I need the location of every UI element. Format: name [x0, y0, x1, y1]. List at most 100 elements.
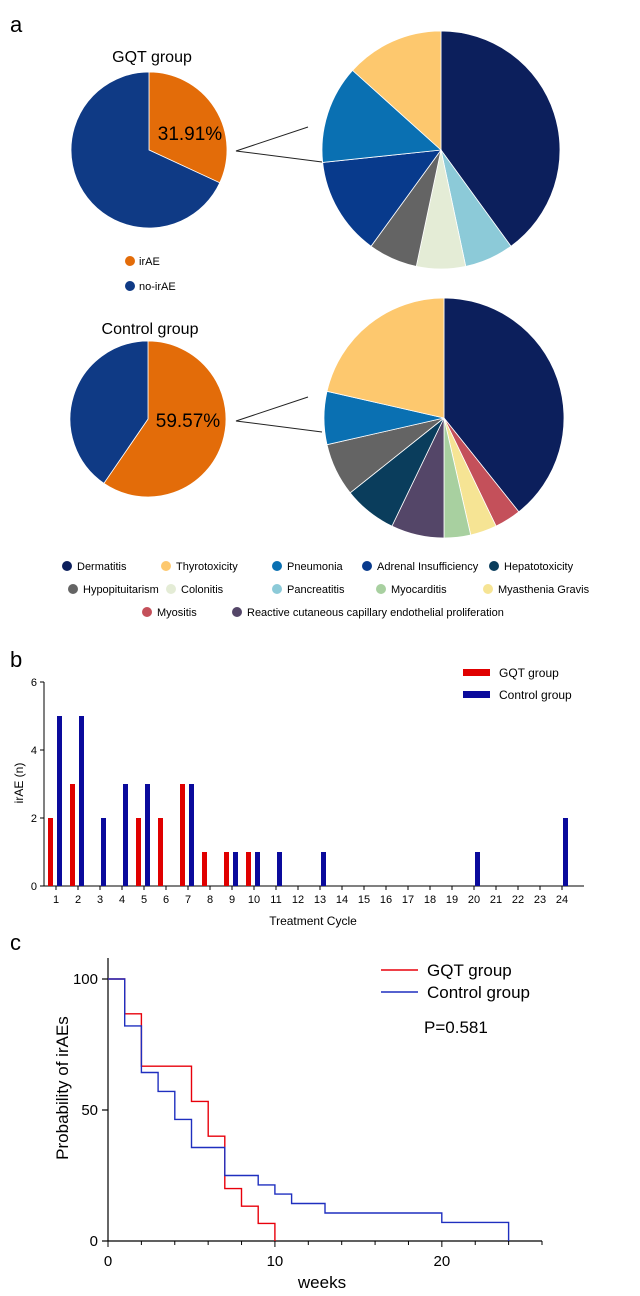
- gqt-breakdown-slice-thyrotoxicity: [352, 30, 442, 151]
- bar-x-tick-label: 12: [292, 894, 304, 906]
- bar-x-tick-label: 19: [446, 894, 458, 906]
- type-legend-label-colonitis: Colonitis: [181, 584, 224, 596]
- control-pie-title: Control group: [102, 321, 199, 338]
- bar-x-tick-label: 20: [468, 894, 480, 906]
- bar-gqt-group-cycle-8: [202, 852, 207, 886]
- bar-x-tick-label: 13: [314, 894, 326, 906]
- bar-control-group-cycle-1: [57, 716, 62, 886]
- bar-y-tick-label: 2: [31, 813, 37, 825]
- bar-marks: [48, 716, 568, 886]
- bar-x-tick-label: 18: [424, 894, 436, 906]
- type-legend-marker-adrenal-insufficiency: [362, 561, 372, 571]
- bar-x-tick-label: 21: [490, 894, 502, 906]
- type-legend-label-hypopituitarism: Hypopituitarism: [83, 584, 159, 596]
- bar-control-group-cycle-11: [277, 852, 282, 886]
- km-axes: 0 50 100 0 10 20: [73, 958, 543, 1270]
- km-y-tick-label: 100: [73, 971, 98, 988]
- gqt-slice-irae: [148, 71, 228, 184]
- bar-gqt-group-cycle-1: [48, 818, 53, 886]
- control-pie: [69, 340, 227, 498]
- bar-legend-swatch-gqt-group: [463, 669, 490, 676]
- bar-x-tick-label: 7: [185, 894, 191, 906]
- legend-marker-irae: [125, 256, 135, 266]
- type-legend-marker-dermatitis: [62, 561, 72, 571]
- control-breakdown-slice-dermatitis: [443, 297, 565, 513]
- bar-control-group-cycle-13: [321, 852, 326, 886]
- km-legend-label-control-group: Control group: [427, 983, 530, 1002]
- bar-control-group-cycle-2: [79, 716, 84, 886]
- bar-control-group-cycle-24: [563, 818, 568, 886]
- bar-legend: GQT group Control group: [463, 666, 572, 702]
- bar-control-group-cycle-7: [189, 784, 194, 886]
- control-breakdown-pie: [323, 297, 565, 539]
- control-slice-no-irae: [69, 340, 149, 484]
- km-curve-gqt-group: [108, 978, 276, 1241]
- bar-x-axis-title: Treatment Cycle: [269, 914, 357, 928]
- panel-label-c: c: [10, 930, 21, 955]
- bar-x-tick-label: 15: [358, 894, 370, 906]
- type-legend-marker-myasthenia-gravis: [483, 584, 493, 594]
- gqt-pie-percent-label: 31.91%: [158, 124, 223, 145]
- type-legend-label-thyrotoxicity: Thyrotoxicity: [176, 561, 238, 573]
- bar-x-tick-label: 4: [119, 894, 125, 906]
- km-curve-control-group: [108, 978, 510, 1241]
- bar-gqt-group-cycle-9: [224, 852, 229, 886]
- gqt-breakdown-pie: [321, 30, 561, 270]
- type-legend-label-pneumonia: Pneumonia: [287, 561, 344, 573]
- bar-x-tick-label: 22: [512, 894, 524, 906]
- bar-x-tick-label: 6: [163, 894, 169, 906]
- legend-label-irae: irAE: [139, 256, 160, 268]
- type-legend-marker-hypopituitarism: [68, 584, 78, 594]
- bar-gqt-group-cycle-5: [136, 818, 141, 886]
- km-x-tick-label: 0: [104, 1253, 112, 1270]
- bar-x-tick-label: 5: [141, 894, 147, 906]
- gqt-breakdown-slice-adrenal-insufficiency: [322, 149, 442, 247]
- bar-x-tick-label: 17: [402, 894, 414, 906]
- control-slice-irae: [103, 340, 227, 498]
- control-pie-percent-label: 59.57%: [156, 411, 221, 432]
- bar-x-tick-label: 10: [248, 894, 260, 906]
- p-value-annotation: P=0.581: [424, 1018, 488, 1037]
- km-y-tick-label: 50: [81, 1102, 98, 1119]
- gqt-breakdown-slice-dermatitis: [440, 30, 561, 247]
- bar-control-group-cycle-10: [255, 852, 260, 886]
- bar-x-tick-label: 2: [75, 894, 81, 906]
- type-legend-marker-myositis: [142, 607, 152, 617]
- bar-control-group-cycle-5: [145, 784, 150, 886]
- km-y-tick-label: 0: [90, 1233, 98, 1250]
- type-legend-label-pancreatitis: Pancreatitis: [287, 584, 345, 596]
- type-legend-label-reactive-cutaneous-capillary-endothelial-proliferation: Reactive cutaneous capillary endothelial…: [247, 607, 504, 619]
- km-x-tick-label: 20: [434, 1253, 451, 1270]
- type-legend-marker-reactive-cutaneous-capillary-endothelial-proliferation: [232, 607, 242, 617]
- bar-x-tick-label: 1: [53, 894, 59, 906]
- panel-label-a: a: [10, 12, 23, 37]
- legend-marker-no-irae: [125, 281, 135, 291]
- type-legend-marker-hepatotoxicity: [489, 561, 499, 571]
- panel-a-pies: GQT group 31.91% irAE no-irAE Control gro…: [62, 30, 590, 619]
- bar-control-group-cycle-9: [233, 852, 238, 886]
- type-legend-marker-pneumonia: [272, 561, 282, 571]
- bar-legend-swatch-control-group: [463, 691, 490, 698]
- type-legend-marker-thyrotoxicity: [161, 561, 171, 571]
- control-breakdown-slice-thyrotoxicity: [326, 297, 445, 419]
- km-legend: GQT group Control group: [381, 961, 530, 1002]
- bar-y-axis-title: irAE (n): [12, 763, 26, 804]
- bar-y-tick-label: 4: [31, 745, 37, 757]
- panel-label-b: b: [10, 647, 22, 672]
- bar-y-tick-label: 0: [31, 881, 37, 893]
- irae-legend: irAE no-irAE: [125, 256, 176, 293]
- type-legend-label-myocarditis: Myocarditis: [391, 584, 447, 596]
- type-legend-label-adrenal-insufficiency: Adrenal Insufficiency: [377, 561, 479, 573]
- bar-x-tick-label: 14: [336, 894, 348, 906]
- bar-gqt-group-cycle-2: [70, 784, 75, 886]
- bar-x-tick-label: 16: [380, 894, 392, 906]
- km-legend-label-gqt-group: GQT group: [427, 961, 512, 980]
- bar-control-group-cycle-4: [123, 784, 128, 886]
- bar-control-group-cycle-20: [475, 852, 480, 886]
- km-y-axis-title: Probability of irAEs: [53, 1016, 72, 1160]
- type-legend-label-dermatitis: Dermatitis: [77, 561, 127, 573]
- control-connector-lines: [235, 396, 323, 433]
